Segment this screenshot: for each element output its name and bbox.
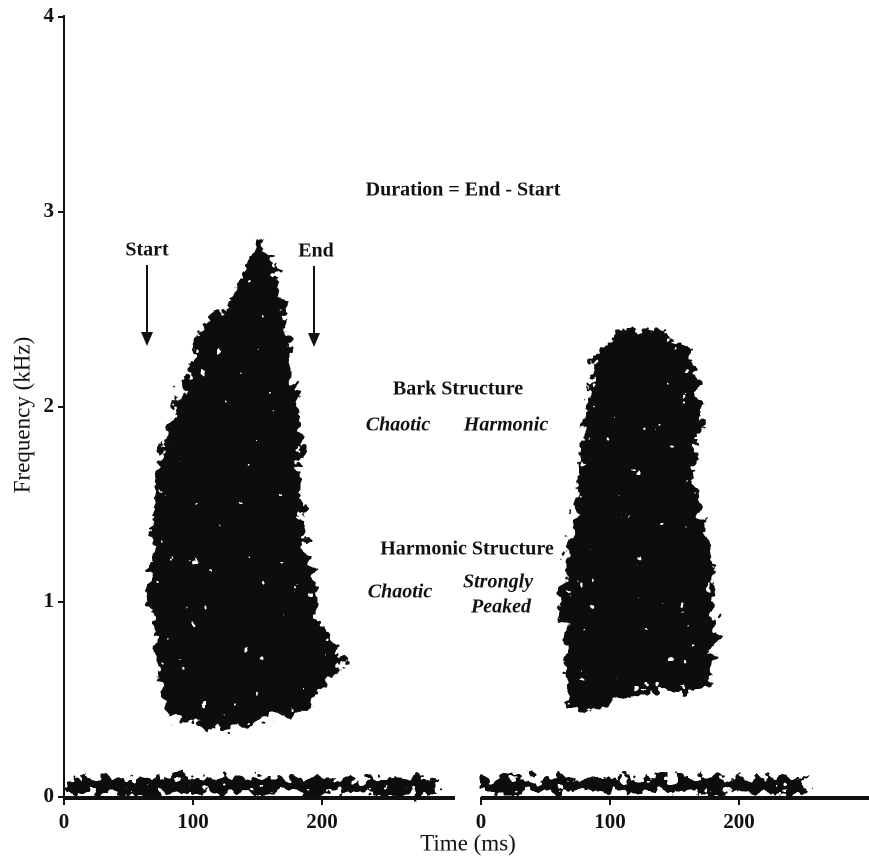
annotation: Chaotic (368, 581, 433, 603)
x-axis-label: Time (ms) (420, 830, 516, 855)
noise-floor (483, 778, 808, 792)
x-tick-label: 100 (594, 809, 626, 833)
spectrogram (64, 240, 808, 792)
y-tick-label: 4 (44, 3, 55, 27)
annotation: Start (125, 239, 169, 261)
annotation: Peaked (470, 596, 532, 618)
x-tick-label: 200 (306, 809, 338, 833)
y-tick-label: 2 (44, 393, 55, 417)
y-tick-label: 3 (44, 198, 55, 222)
x-tick-label: 0 (59, 809, 70, 833)
y-tick-label: 0 (44, 783, 55, 807)
annotation: Strongly (463, 571, 533, 593)
bark-spectrogram (562, 330, 716, 712)
x-tick-label: 200 (723, 809, 755, 833)
annotation: End (298, 240, 334, 262)
y-tick-label: 1 (44, 588, 55, 612)
arrows (141, 265, 320, 347)
annotation: Chaotic (366, 414, 431, 436)
x-tick-label: 0 (476, 809, 487, 833)
x-tick-label: 100 (177, 809, 209, 833)
y-axis-label: Frequency (kHz) (9, 337, 34, 493)
noise-floor (64, 778, 440, 792)
annotation: Harmonic (463, 414, 549, 436)
annotation: Bark Structure (393, 378, 523, 400)
annotation: Duration = End - Start (366, 179, 561, 201)
bark-spectrogram (150, 240, 348, 730)
annotation: Harmonic Structure (380, 538, 554, 560)
